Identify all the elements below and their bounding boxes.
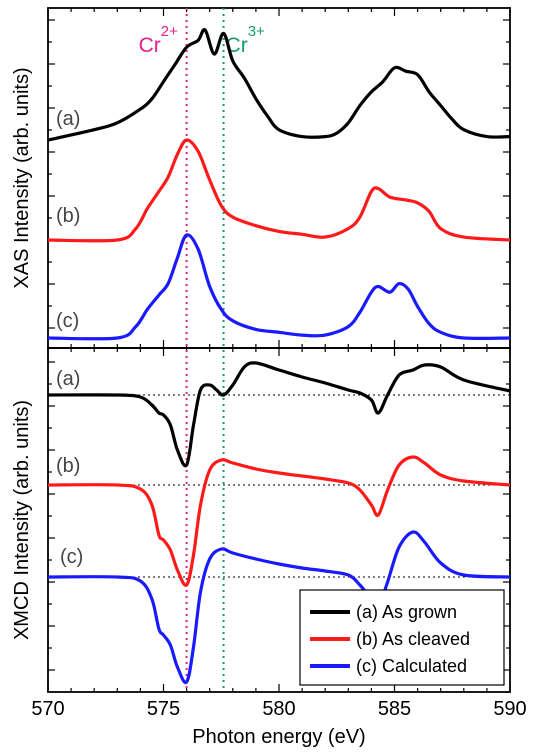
xas-curve-label: (c) (56, 310, 79, 332)
xmcd-curve-label: (c) (60, 546, 83, 568)
xmcd-y-axis-title: XMCD Intensity (arb. units) (11, 400, 33, 640)
xas-series-line (47, 28, 511, 142)
xmcd-curve-label: (b) (56, 455, 80, 477)
x-tick-label: 570 (31, 698, 64, 720)
xmcd-series-line (47, 530, 511, 685)
xas-y-axis-title: XAS Intensity (arb. units) (11, 67, 33, 288)
xmcd-series-line (47, 361, 511, 468)
legend-label: (a) As grown (356, 602, 457, 622)
xas-panel-frame (47, 7, 511, 349)
xmcd-curve-label: (a) (56, 368, 80, 390)
x-tick-label: 585 (378, 698, 411, 720)
x-tick-label: 590 (493, 698, 526, 720)
xas-series-line (47, 233, 511, 341)
x-tick-label: 580 (262, 698, 295, 720)
xas-series-line (47, 138, 511, 243)
curve-labels: (a) (b) (c) (a) (b) (c) (56, 108, 83, 568)
energy-marker-label: Cr2+ (139, 23, 179, 57)
x-tick-labels: 570 575 580 585 590 (31, 698, 526, 720)
energy-marker-superscript: 3+ (248, 23, 265, 40)
xas-curves (47, 28, 511, 341)
legend-label: (b) As cleaved (356, 629, 470, 649)
xas-curve-label: (a) (56, 108, 80, 130)
legend: (a) As grown (b) As cleaved (c) Calculated (299, 589, 505, 686)
x-axis-title: Photon energy (eV) (192, 726, 365, 748)
xas-curve-label: (b) (56, 205, 80, 227)
xmcd-curves (47, 361, 511, 685)
legend-label: (c) Calculated (356, 656, 467, 676)
xas-ticks (47, 8, 511, 348)
xmcd-series-line (47, 455, 511, 587)
energy-marker-superscript: 2+ (161, 23, 178, 40)
x-tick-label: 575 (147, 698, 180, 720)
xmcd-ticks (47, 348, 511, 692)
